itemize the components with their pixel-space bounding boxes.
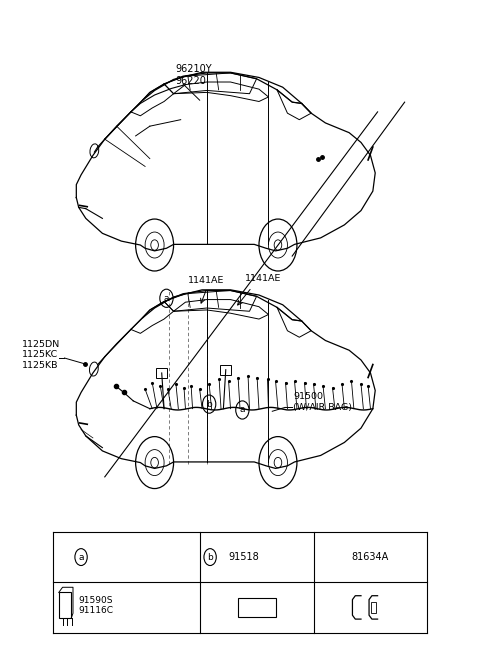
- Bar: [156, 367, 168, 378]
- Text: 91590S
91116C: 91590S 91116C: [79, 596, 114, 615]
- Text: a: a: [240, 405, 245, 415]
- Text: 91518: 91518: [228, 552, 259, 562]
- Circle shape: [274, 240, 282, 250]
- Text: a: a: [164, 294, 169, 303]
- Circle shape: [274, 457, 282, 468]
- Text: b: b: [206, 400, 212, 409]
- Text: a: a: [78, 553, 84, 561]
- Text: 91500
(W/AIR BAG): 91500 (W/AIR BAG): [293, 392, 352, 412]
- Text: 81634A: 81634A: [352, 552, 389, 562]
- Text: 96210Y
96220: 96210Y 96220: [175, 64, 212, 86]
- Bar: [59, 593, 71, 618]
- Text: 1125DN
1125KC
1125KB: 1125DN 1125KC 1125KB: [22, 340, 60, 369]
- Bar: [238, 598, 276, 616]
- Bar: [220, 365, 231, 375]
- Text: 1141AE: 1141AE: [188, 276, 224, 286]
- Circle shape: [151, 240, 158, 250]
- Bar: [371, 602, 376, 612]
- Text: b: b: [207, 553, 213, 561]
- Text: 1141AE: 1141AE: [245, 274, 281, 284]
- Circle shape: [151, 457, 158, 468]
